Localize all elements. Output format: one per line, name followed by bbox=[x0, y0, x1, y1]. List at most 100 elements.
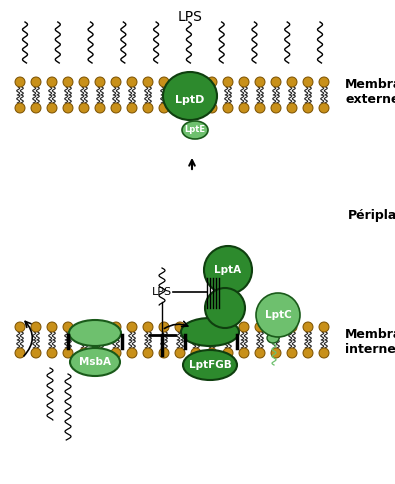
Circle shape bbox=[255, 322, 265, 332]
Circle shape bbox=[239, 77, 249, 87]
Ellipse shape bbox=[69, 320, 121, 346]
Circle shape bbox=[205, 288, 245, 328]
Circle shape bbox=[303, 103, 313, 113]
Circle shape bbox=[287, 322, 297, 332]
Circle shape bbox=[159, 322, 169, 332]
Circle shape bbox=[319, 322, 329, 332]
Circle shape bbox=[207, 348, 217, 358]
Ellipse shape bbox=[70, 348, 120, 376]
Circle shape bbox=[111, 103, 121, 113]
Circle shape bbox=[223, 348, 233, 358]
Ellipse shape bbox=[267, 333, 279, 343]
Text: LptFGB: LptFGB bbox=[189, 360, 231, 370]
Circle shape bbox=[223, 103, 233, 113]
Text: LPS: LPS bbox=[152, 287, 172, 297]
Circle shape bbox=[79, 348, 89, 358]
Circle shape bbox=[127, 77, 137, 87]
Circle shape bbox=[303, 348, 313, 358]
Ellipse shape bbox=[181, 318, 239, 346]
Circle shape bbox=[175, 103, 185, 113]
Circle shape bbox=[239, 322, 249, 332]
Circle shape bbox=[287, 103, 297, 113]
Ellipse shape bbox=[182, 121, 208, 139]
Ellipse shape bbox=[183, 350, 237, 380]
Circle shape bbox=[143, 77, 153, 87]
Text: LptA: LptA bbox=[214, 265, 242, 275]
Circle shape bbox=[319, 348, 329, 358]
Circle shape bbox=[191, 348, 201, 358]
Circle shape bbox=[47, 348, 57, 358]
Circle shape bbox=[79, 322, 89, 332]
Text: LPS: LPS bbox=[178, 10, 202, 24]
Circle shape bbox=[256, 293, 300, 337]
Circle shape bbox=[303, 77, 313, 87]
Circle shape bbox=[191, 103, 201, 113]
Circle shape bbox=[191, 77, 201, 87]
Circle shape bbox=[255, 348, 265, 358]
Circle shape bbox=[31, 77, 41, 87]
Circle shape bbox=[15, 103, 25, 113]
Circle shape bbox=[79, 77, 89, 87]
Circle shape bbox=[207, 322, 217, 332]
Circle shape bbox=[159, 348, 169, 358]
Circle shape bbox=[47, 77, 57, 87]
Circle shape bbox=[255, 103, 265, 113]
Circle shape bbox=[95, 348, 105, 358]
Circle shape bbox=[143, 322, 153, 332]
Circle shape bbox=[159, 103, 169, 113]
Circle shape bbox=[271, 348, 281, 358]
Circle shape bbox=[143, 348, 153, 358]
Text: Membrane
interne: Membrane interne bbox=[345, 328, 395, 356]
Circle shape bbox=[175, 348, 185, 358]
Circle shape bbox=[191, 322, 201, 332]
Circle shape bbox=[63, 103, 73, 113]
Circle shape bbox=[143, 103, 153, 113]
Circle shape bbox=[95, 103, 105, 113]
Ellipse shape bbox=[163, 72, 217, 120]
Circle shape bbox=[239, 103, 249, 113]
Circle shape bbox=[79, 103, 89, 113]
Text: LptD: LptD bbox=[175, 95, 205, 105]
Circle shape bbox=[127, 348, 137, 358]
Circle shape bbox=[15, 322, 25, 332]
Circle shape bbox=[319, 77, 329, 87]
Text: Membrane
externe: Membrane externe bbox=[345, 78, 395, 106]
Circle shape bbox=[63, 322, 73, 332]
Circle shape bbox=[207, 103, 217, 113]
Circle shape bbox=[31, 103, 41, 113]
Circle shape bbox=[175, 322, 185, 332]
Circle shape bbox=[223, 77, 233, 87]
Text: LptC: LptC bbox=[265, 310, 292, 320]
Circle shape bbox=[271, 77, 281, 87]
Circle shape bbox=[111, 77, 121, 87]
Circle shape bbox=[287, 348, 297, 358]
Circle shape bbox=[111, 348, 121, 358]
Text: MsbA: MsbA bbox=[79, 357, 111, 367]
Circle shape bbox=[271, 322, 281, 332]
Circle shape bbox=[204, 246, 252, 294]
Circle shape bbox=[207, 77, 217, 87]
Circle shape bbox=[15, 77, 25, 87]
Circle shape bbox=[127, 322, 137, 332]
Text: LptE: LptE bbox=[184, 125, 205, 135]
Circle shape bbox=[95, 77, 105, 87]
Circle shape bbox=[31, 348, 41, 358]
Circle shape bbox=[175, 77, 185, 87]
Circle shape bbox=[127, 103, 137, 113]
Circle shape bbox=[31, 322, 41, 332]
Circle shape bbox=[303, 322, 313, 332]
Text: Périplasme: Périplasme bbox=[348, 209, 395, 222]
Circle shape bbox=[47, 103, 57, 113]
Circle shape bbox=[63, 77, 73, 87]
Circle shape bbox=[111, 322, 121, 332]
Circle shape bbox=[287, 77, 297, 87]
Circle shape bbox=[255, 77, 265, 87]
Circle shape bbox=[319, 103, 329, 113]
Circle shape bbox=[95, 322, 105, 332]
Circle shape bbox=[239, 348, 249, 358]
Circle shape bbox=[271, 103, 281, 113]
Circle shape bbox=[47, 322, 57, 332]
Circle shape bbox=[15, 348, 25, 358]
Circle shape bbox=[159, 77, 169, 87]
Circle shape bbox=[223, 322, 233, 332]
